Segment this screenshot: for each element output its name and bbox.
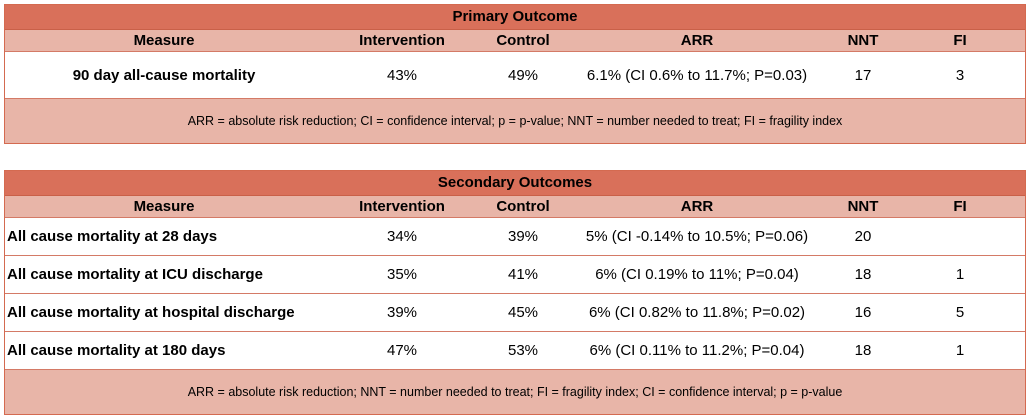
column-header-arr: ARR	[680, 32, 714, 49]
table-title: Primary Outcome	[5, 5, 1025, 30]
column-header-fi: FI	[953, 32, 967, 49]
measure-cell: 90 day all-cause mortality	[72, 66, 256, 84]
secondary-outcomes-table: Secondary Outcomes Measure Intervention …	[4, 170, 1026, 415]
fi-cell: 1	[955, 266, 965, 283]
fi-cell: 1	[955, 342, 965, 359]
measure-cell: All cause mortality at 180 days	[7, 342, 226, 359]
measure-cell: All cause mortality at hospital discharg…	[7, 304, 295, 321]
control-cell: 45%	[507, 304, 539, 321]
arr-cell: 6% (CI 0.82% to 11.8%; P=0.02)	[588, 304, 806, 321]
nnt-cell: 16	[854, 304, 872, 321]
intervention-cell: 35%	[386, 266, 418, 283]
column-header-nnt: NNT	[847, 198, 879, 215]
nnt-cell: 20	[854, 228, 872, 245]
control-cell: 41%	[507, 266, 539, 283]
table-row: All cause mortality at ICU discharge 35%…	[5, 256, 1025, 294]
nnt-cell: 18	[854, 342, 872, 359]
table-footnote: ARR = absolute risk reduction; CI = conf…	[5, 99, 1025, 143]
measure-cell: All cause mortality at ICU discharge	[7, 266, 263, 283]
table-row: All cause mortality at 180 days 47% 53% …	[5, 332, 1025, 370]
header-row: Measure Intervention Control ARR NNT FI	[5, 30, 1025, 52]
primary-outcome-table: Primary Outcome Measure Intervention Con…	[4, 4, 1026, 144]
table-row: All cause mortality at hospital discharg…	[5, 294, 1025, 332]
column-header-measure: Measure	[133, 32, 195, 49]
column-header-arr: ARR	[680, 198, 714, 215]
control-cell: 39%	[507, 228, 539, 245]
intervention-cell: 34%	[386, 228, 418, 245]
nnt-cell: 18	[854, 266, 872, 283]
column-header-fi: FI	[953, 198, 967, 215]
intervention-cell: 39%	[386, 304, 418, 321]
intervention-cell: 47%	[386, 342, 418, 359]
fi-cell: 3	[955, 66, 965, 84]
column-header-nnt: NNT	[847, 32, 879, 49]
table-row: All cause mortality at 28 days 34% 39% 5…	[5, 218, 1025, 256]
table-row: 90 day all-cause mortality 43% 49% 6.1% …	[5, 52, 1025, 99]
control-cell: 49%	[507, 66, 539, 84]
arr-cell: 5% (CI -0.14% to 10.5%; P=0.06)	[585, 228, 809, 245]
column-header-intervention: Intervention	[359, 198, 445, 215]
fi-cell: 5	[955, 304, 965, 321]
measure-cell: All cause mortality at 28 days	[7, 228, 218, 245]
arr-cell: 6% (CI 0.19% to 11%; P=0.04)	[595, 266, 799, 283]
header-row: Measure Intervention Control ARR NNT FI	[5, 196, 1025, 218]
table-footnote: ARR = absolute risk reduction; NNT = num…	[5, 370, 1025, 414]
column-header-control: Control	[496, 198, 550, 215]
column-header-measure: Measure	[133, 198, 195, 215]
intervention-cell: 43%	[386, 66, 418, 84]
table-title: Secondary Outcomes	[5, 171, 1025, 196]
column-header-control: Control	[496, 32, 550, 49]
arr-cell: 6% (CI 0.11% to 11.2%; P=0.04)	[589, 342, 805, 359]
control-cell: 53%	[507, 342, 539, 359]
nnt-cell: 17	[854, 66, 872, 84]
column-header-intervention: Intervention	[359, 32, 445, 49]
arr-cell: 6.1% (CI 0.6% to 11.7%; P=0.03)	[586, 66, 808, 84]
